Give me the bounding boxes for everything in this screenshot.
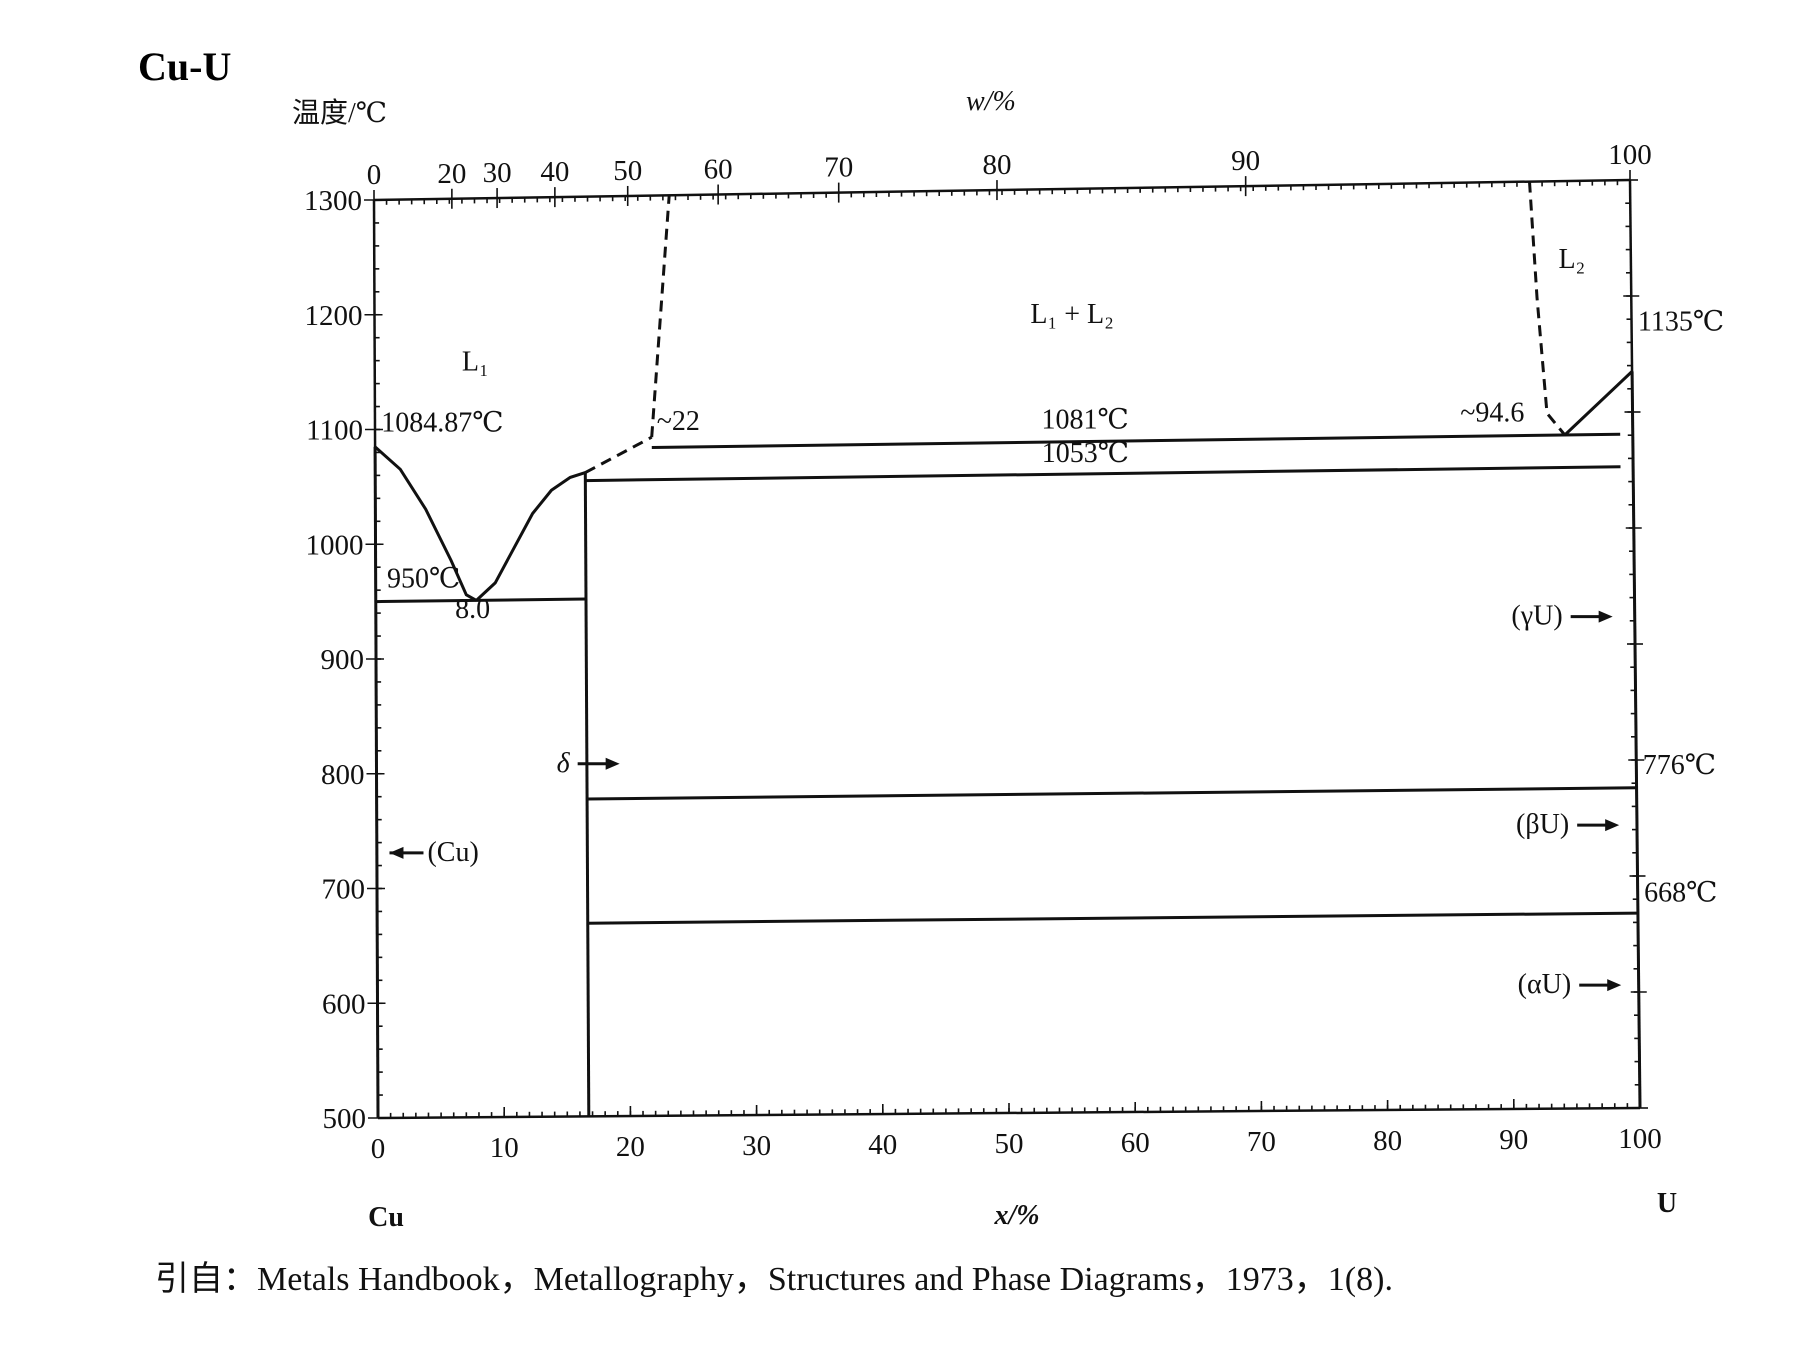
y-tick-label: 1200 (305, 300, 363, 332)
top-tick-label: 30 (483, 157, 512, 189)
x-axis-title: x/% (993, 1200, 1039, 1231)
x-tick-label: 0 (371, 1133, 386, 1165)
chart-title: Cu-U (138, 44, 231, 89)
phase-arrowhead (1607, 979, 1622, 992)
x-tick-label: 70 (1247, 1126, 1276, 1158)
y-tick-label: 800 (321, 759, 365, 791)
y-tick-label: 600 (322, 988, 366, 1020)
phase-boundary-liquidus-to-delta (475, 471, 586, 602)
y-tick-label: 1300 (304, 185, 362, 217)
top-tick-label: 80 (982, 149, 1011, 181)
region-label: L₁ (462, 347, 489, 378)
top-tick-label: 70 (824, 152, 853, 184)
phase-boundary-u-solvus (1630, 371, 1642, 1109)
top-tick-label: 0 (367, 159, 382, 191)
left-element-label: Cu (368, 1202, 404, 1233)
x-tick-label: 90 (1499, 1124, 1528, 1156)
phase-arrowhead (1605, 819, 1620, 832)
y-tick-label: 900 (321, 644, 365, 676)
x-tick-label: 50 (995, 1128, 1024, 1160)
y-tick-label: 1000 (306, 529, 364, 561)
phase-boundary-u-liquidus (1563, 370, 1634, 437)
annotation-label: 776℃ (1643, 750, 1716, 781)
phase-label: (αU) (1518, 969, 1572, 1000)
y-tick-label: 500 (323, 1103, 367, 1135)
phase-arrowhead (605, 757, 620, 770)
annotation-label: 1084.87℃ (381, 408, 503, 439)
phase-boundary-l1-miscibility-boundary (650, 195, 671, 438)
y-tick-label: 700 (322, 874, 366, 906)
source-citation: 引自：Metals Handbook，Metallography，Structu… (155, 1260, 1393, 1298)
phase-boundary-delta-left (583, 472, 591, 1117)
region-label: L₂ (1558, 244, 1585, 275)
y-axis-title: 温度/℃ (292, 97, 387, 129)
phase-boundary-gamma-beta-776 (586, 786, 1637, 801)
region-label: L₁ + L₂ (1030, 299, 1114, 330)
phase-boundary-monotectic-to-22 (584, 435, 653, 474)
x-tick-label: 20 (616, 1131, 645, 1163)
phase-boundary-eutectic-950 (375, 597, 586, 604)
phase-boundary-cu-liquidus (374, 445, 478, 602)
annotation-label: 1135℃ (1638, 307, 1724, 338)
phase-label: (γU) (1511, 601, 1562, 632)
y-tick-label: 1100 (306, 415, 363, 447)
annotation-label: 8.0 (455, 594, 490, 625)
top-tick-label: 90 (1231, 145, 1260, 177)
x-tick-label: 10 (490, 1132, 519, 1164)
phase-boundary-monotectic-1081 (651, 432, 1621, 449)
top-x-axis-title: w/% (966, 86, 1016, 117)
x-tick-label: 30 (742, 1130, 771, 1162)
phase-label: (βU) (1516, 809, 1569, 840)
phase-boundary-l2-miscibility-boundary (1528, 181, 1566, 436)
annotation-label: 1081℃ (1042, 404, 1129, 435)
right-element-label: U (1657, 1188, 1677, 1219)
annotation-label: 1053℃ (1042, 438, 1129, 469)
phase-label: (Cu) (427, 837, 478, 868)
phase-arrowhead (1598, 610, 1613, 623)
annotation-label: 950℃ (387, 564, 460, 595)
phase-boundary-eutectic-1053 (585, 465, 1621, 483)
top-tick-label: 100 (1608, 139, 1652, 171)
x-tick-label: 100 (1618, 1123, 1662, 1155)
top-tick-label: 60 (704, 154, 733, 186)
annotation-label: 668℃ (1644, 877, 1717, 908)
top-tick-label: 40 (540, 156, 569, 188)
top-tick-label: 20 (437, 158, 466, 190)
annotation-label: ~94.6 (1460, 397, 1524, 428)
phase-boundary-beta-alpha-668 (587, 911, 1638, 925)
phase-label: δ (557, 748, 571, 779)
x-tick-label: 80 (1373, 1125, 1402, 1157)
phase-boundaries (373, 181, 1642, 1119)
x-tick-label: 60 (1121, 1127, 1150, 1159)
annotation-label: ~22 (657, 406, 700, 437)
phase-arrowhead (389, 846, 404, 859)
top-tick-label: 50 (613, 155, 642, 187)
x-tick-label: 40 (868, 1129, 897, 1161)
phase-boundary-cu-solvus (373, 446, 380, 1119)
